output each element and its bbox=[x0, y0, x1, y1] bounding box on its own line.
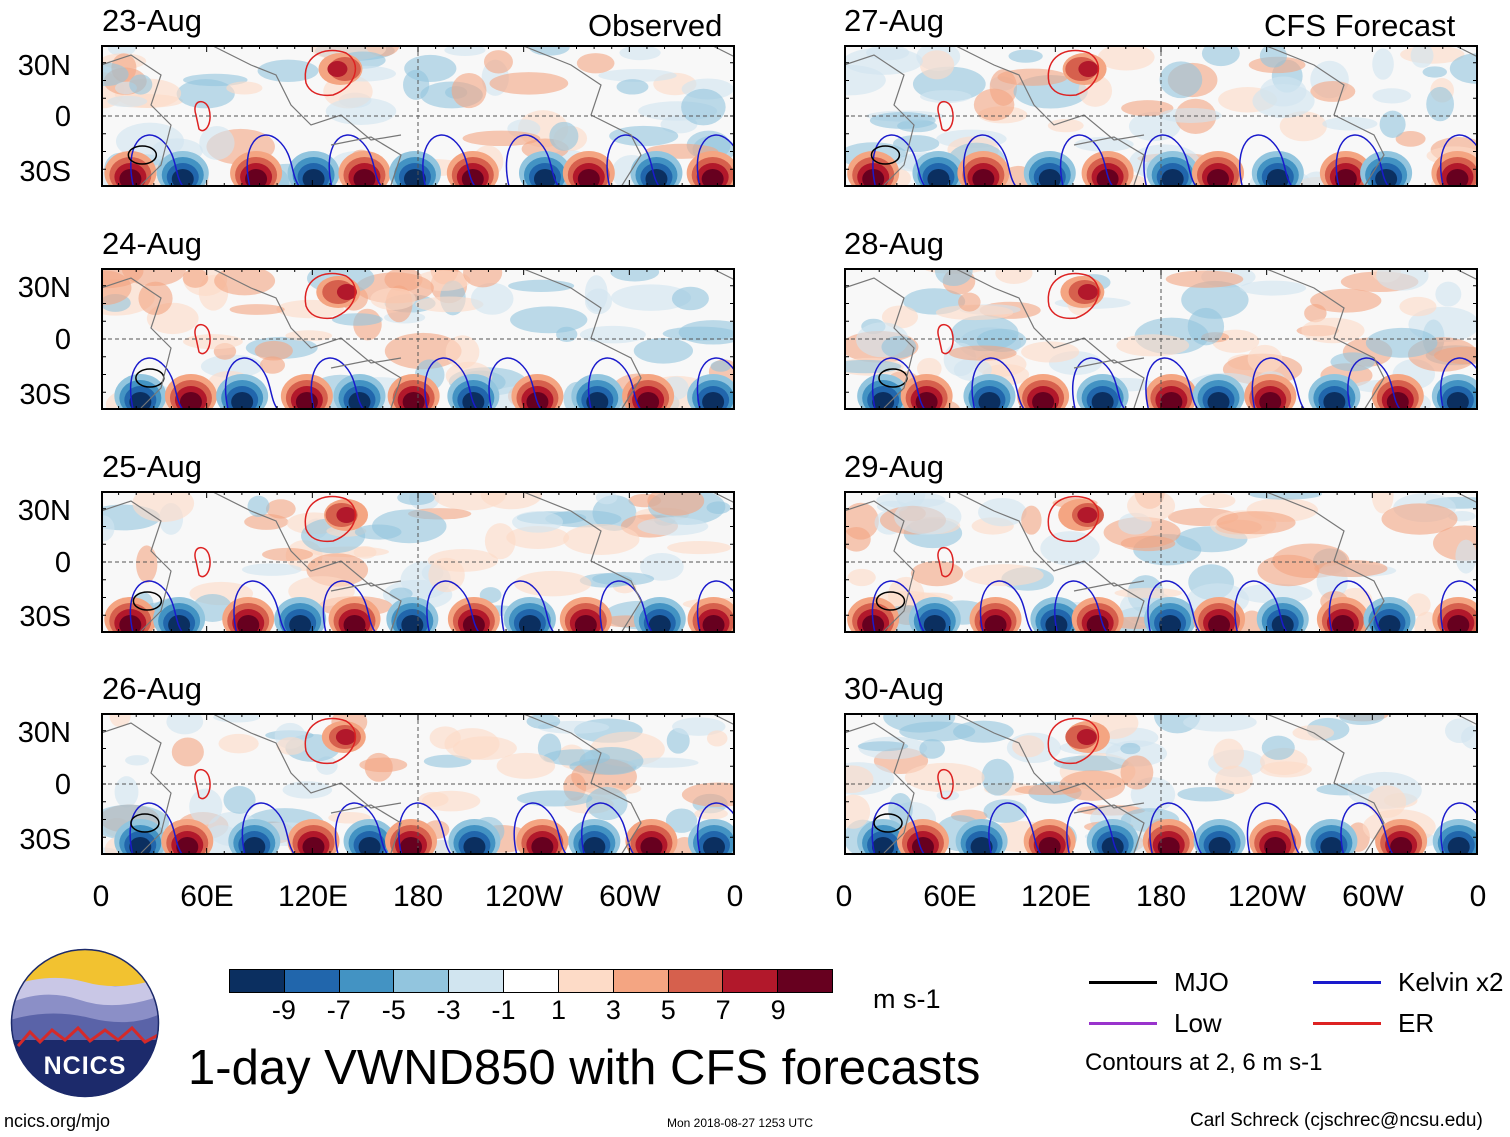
colorbar-tick-label: 9 bbox=[770, 995, 786, 1025]
lon-label: 0 bbox=[835, 880, 853, 913]
map-field bbox=[101, 491, 735, 633]
legend-item-low: Low bbox=[1089, 1008, 1222, 1039]
colorbar bbox=[229, 969, 833, 993]
lon-label: 180 bbox=[392, 880, 444, 913]
date-label-right-2: 28-Aug bbox=[844, 226, 944, 261]
colorbar-segment bbox=[230, 970, 285, 992]
map-panel-left-2 bbox=[101, 268, 735, 410]
lat-label-30s: 30S bbox=[19, 379, 71, 411]
legend-label-er: ER bbox=[1398, 1008, 1435, 1038]
lon-label: 60E bbox=[923, 880, 977, 913]
map-panel-right-4 bbox=[844, 713, 1478, 855]
footer-timestamp: Mon 2018-08-27 1253 UTC bbox=[667, 1116, 814, 1130]
colorbar-segment bbox=[449, 970, 505, 992]
date-label-left-2: 24-Aug bbox=[102, 226, 202, 261]
colorbar-segment bbox=[394, 970, 450, 992]
legend-item-er: ER bbox=[1313, 1008, 1434, 1039]
lat-label-30s: 30S bbox=[19, 824, 71, 856]
map-field bbox=[101, 45, 735, 187]
colorbar-segment bbox=[778, 970, 832, 992]
lon-label: 0 bbox=[726, 880, 744, 913]
colorbar-tick-label: -1 bbox=[491, 995, 516, 1025]
colorbar-tick-label: -3 bbox=[436, 995, 461, 1025]
lat-label-30n: 30N bbox=[17, 50, 71, 82]
date-label-right-3: 29-Aug bbox=[844, 449, 944, 484]
map-field bbox=[844, 45, 1478, 187]
figure-title: 1-day VWND850 with CFS forecasts bbox=[188, 1041, 981, 1095]
lon-label: 60W bbox=[599, 880, 661, 913]
legend-label-low: Low bbox=[1174, 1008, 1222, 1038]
lat-label-0: 0 bbox=[54, 324, 71, 356]
lon-label: 180 bbox=[1135, 880, 1187, 913]
lon-label: 60W bbox=[1342, 880, 1404, 913]
map-panel-right-3 bbox=[844, 491, 1478, 633]
lat-label-30n: 30N bbox=[17, 717, 71, 749]
lat-label-0: 0 bbox=[54, 769, 71, 801]
lon-label: 120E bbox=[1020, 880, 1092, 913]
colorbar-tick-label: -7 bbox=[326, 995, 351, 1025]
colorbar-tick-label: 7 bbox=[715, 995, 731, 1025]
colorbar-segment bbox=[558, 970, 614, 992]
lon-label: 0 bbox=[92, 880, 110, 913]
legend-item-mjo: MJO bbox=[1089, 967, 1229, 998]
footer-credit: Carl Schreck (cjschrec@ncsu.edu) bbox=[1190, 1110, 1483, 1131]
colorbar-tick-label: 1 bbox=[550, 995, 566, 1025]
legend-item-kelvin: Kelvin x2 bbox=[1313, 967, 1504, 998]
colorbar-tick-label: 5 bbox=[660, 995, 676, 1025]
lat-label-0: 0 bbox=[54, 101, 71, 133]
date-label-left-3: 25-Aug bbox=[102, 449, 202, 484]
map-field bbox=[844, 491, 1478, 633]
lon-label: 120W bbox=[1227, 880, 1307, 913]
contours-note: Contours at 2, 6 m s-1 bbox=[1085, 1049, 1323, 1076]
lat-label-30n: 30N bbox=[17, 272, 71, 304]
colorbar-segment bbox=[504, 970, 559, 992]
colorbar-segment bbox=[668, 970, 724, 992]
colorbar-segment bbox=[284, 970, 340, 992]
observed-header: Observed bbox=[588, 8, 723, 43]
legend-line-kelvin bbox=[1313, 981, 1381, 984]
map-field bbox=[101, 268, 735, 410]
cfs-forecast-header: CFS Forecast bbox=[1264, 8, 1456, 43]
lon-label: 120W bbox=[484, 880, 564, 913]
map-panel-left-1 bbox=[101, 45, 735, 187]
footer-url[interactable]: ncics.org/mjo bbox=[4, 1111, 111, 1131]
date-label-left-1: 23-Aug bbox=[102, 3, 202, 38]
date-label-right-1: 27-Aug bbox=[844, 3, 944, 38]
colorbar-segment bbox=[339, 970, 395, 992]
date-label-left-4: 26-Aug bbox=[102, 671, 202, 706]
colorbar-tick-label: -5 bbox=[381, 995, 406, 1025]
lat-label-30s: 30S bbox=[19, 601, 71, 633]
lat-label-30s: 30S bbox=[19, 156, 71, 188]
lat-label-30n: 30N bbox=[17, 495, 71, 527]
legend-label-kelvin: Kelvin x2 bbox=[1398, 967, 1504, 997]
map-field bbox=[844, 713, 1478, 855]
map-panel-left-3 bbox=[101, 491, 735, 633]
map-panel-left-4 bbox=[101, 713, 735, 855]
logo-text: NCICS bbox=[43, 1052, 127, 1080]
colorbar-units: m s-1 bbox=[873, 984, 941, 1014]
map-panel-right-1 bbox=[844, 45, 1478, 187]
legend-line-er bbox=[1313, 1022, 1381, 1025]
lon-label: 0 bbox=[1469, 880, 1487, 913]
colorbar-tick-label: -9 bbox=[271, 995, 296, 1025]
legend-label-mjo: MJO bbox=[1174, 967, 1229, 997]
map-field bbox=[844, 268, 1478, 410]
lon-label: 60E bbox=[180, 880, 234, 913]
legend-line-low bbox=[1089, 1022, 1157, 1025]
ncics-logo: NCICS bbox=[10, 948, 160, 1098]
lat-label-0: 0 bbox=[54, 547, 71, 579]
date-label-right-4: 30-Aug bbox=[844, 671, 944, 706]
map-field bbox=[101, 713, 735, 855]
colorbar-segment bbox=[723, 970, 779, 992]
colorbar-segment bbox=[613, 970, 669, 992]
map-panel-right-2 bbox=[844, 268, 1478, 410]
legend-line-mjo bbox=[1089, 981, 1157, 984]
colorbar-tick-label: 3 bbox=[605, 995, 621, 1025]
lon-label: 120E bbox=[277, 880, 349, 913]
